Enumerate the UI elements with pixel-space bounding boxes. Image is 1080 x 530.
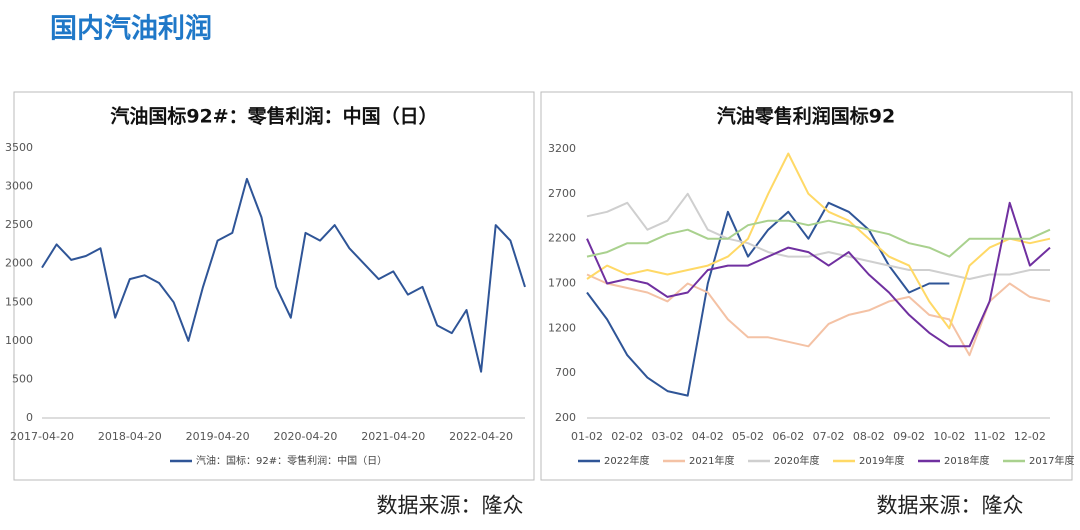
x-tick-label: 08-02 (853, 430, 885, 443)
x-tick-label: 2021-04-20 (361, 430, 425, 443)
page-title: 国内汽油利润 (50, 13, 212, 45)
y-tick-label: 200 (555, 411, 576, 424)
y-tick-label: 3200 (548, 142, 576, 155)
x-tick-label: 07-02 (813, 430, 845, 443)
series-line (586, 201, 1051, 348)
x-tick-label: 11-02 (974, 430, 1006, 443)
series-line (41, 177, 526, 373)
y-tick-label: 2200 (548, 232, 576, 245)
legend-label: 2017年度 (1029, 454, 1074, 467)
x-tick-label: 2019-04-20 (186, 430, 250, 443)
x-tick-label: 06-02 (772, 430, 804, 443)
series-line (586, 273, 1051, 357)
x-tick-label: 2018-04-20 (98, 430, 162, 443)
chart-title: 汽油零售利润国标92 (717, 105, 895, 128)
x-tick-label: 2022-04-20 (449, 430, 513, 443)
y-tick-label: 3000 (5, 180, 33, 193)
legend-label: 2022年度 (604, 454, 649, 467)
series-line (586, 152, 1051, 330)
x-tick-label: 09-02 (893, 430, 925, 443)
x-tick-label: 05-02 (732, 430, 764, 443)
legend-label: 汽油：国标：92#：零售利润：中国（日） (196, 454, 387, 467)
chart-title: 汽油国标92#：零售利润：中国（日） (110, 105, 437, 128)
legend-label: 2019年度 (859, 454, 904, 467)
x-tick-label: 2020-04-20 (273, 430, 337, 443)
x-tick-label: 03-02 (652, 430, 684, 443)
y-tick-label: 3500 (5, 141, 33, 154)
x-tick-label: 02-02 (611, 430, 643, 443)
legend-label: 2020年度 (774, 454, 819, 467)
y-tick-label: 2000 (5, 257, 33, 270)
legend-label: 2021年度 (689, 454, 734, 467)
panel (13, 91, 535, 481)
y-tick-label: 1000 (5, 334, 33, 347)
y-tick-label: 2500 (5, 218, 33, 231)
y-tick-label: 1200 (548, 321, 576, 334)
series-line (586, 192, 1050, 280)
series-line (586, 219, 1051, 258)
y-tick-label: 2700 (548, 187, 576, 200)
source: 数据来源：隆众 (877, 494, 1024, 518)
x-tick-label: 10-02 (933, 430, 965, 443)
x-tick-label: 2017-04-20 (10, 430, 74, 443)
legend-label: 2018年度 (944, 454, 989, 467)
y-tick-label: 500 (12, 372, 33, 385)
x-tick-label: 01-02 (571, 430, 603, 443)
x-tick-label: 04-02 (692, 430, 724, 443)
source: 数据来源：隆众 (377, 494, 524, 518)
panel (540, 91, 1073, 481)
x-tick-label: 12-02 (1014, 430, 1046, 443)
y-tick-label: 700 (555, 366, 576, 379)
y-tick-label: 0 (26, 411, 33, 424)
y-tick-label: 1500 (5, 295, 33, 308)
y-tick-label: 1700 (548, 277, 576, 290)
